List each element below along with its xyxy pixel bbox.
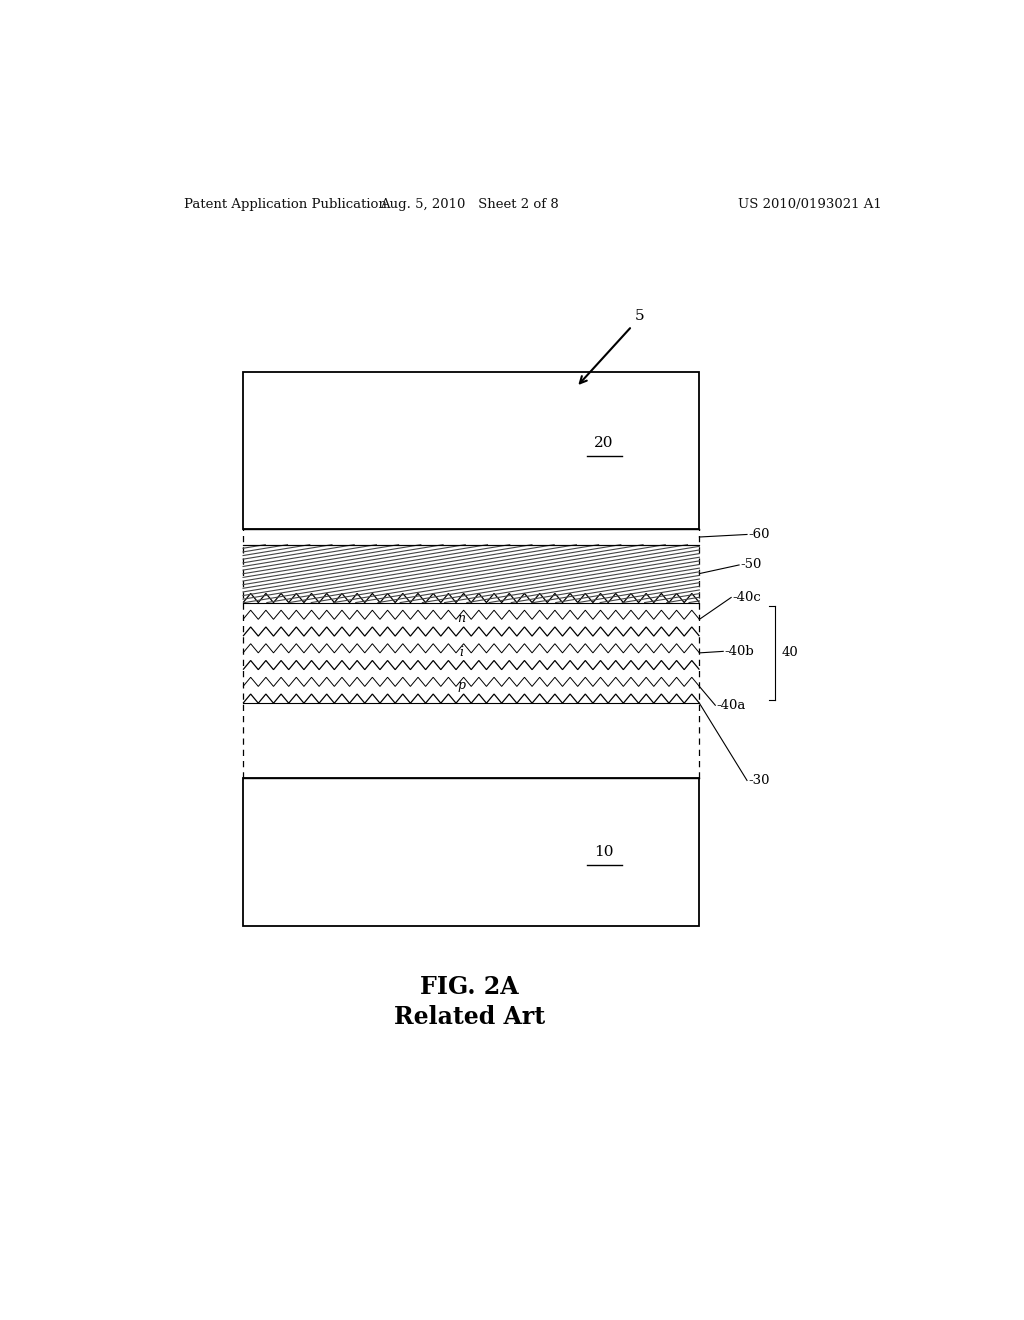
Bar [243,545,699,602]
Text: FIG. 2A: FIG. 2A [420,974,518,999]
Text: US 2010/0193021 A1: US 2010/0193021 A1 [738,198,882,211]
Text: -60: -60 [749,528,770,541]
Text: p: p [458,680,465,693]
Text: Patent Application Publication: Patent Application Publication [183,198,386,211]
Bar [243,779,699,925]
Text: -30: -30 [749,774,770,787]
Text: -40c: -40c [733,591,762,605]
Bar [243,372,699,529]
Text: Related Art: Related Art [393,1006,545,1030]
Text: -40a: -40a [717,698,746,711]
Text: i: i [460,645,463,659]
Text: 5: 5 [635,309,645,323]
Text: 10: 10 [594,845,614,858]
Text: 40: 40 [781,647,798,660]
Text: -50: -50 [740,558,762,572]
Text: n: n [458,612,465,626]
Text: -40b: -40b [725,645,755,657]
Text: Aug. 5, 2010   Sheet 2 of 8: Aug. 5, 2010 Sheet 2 of 8 [380,198,559,211]
Text: 20: 20 [594,436,614,450]
